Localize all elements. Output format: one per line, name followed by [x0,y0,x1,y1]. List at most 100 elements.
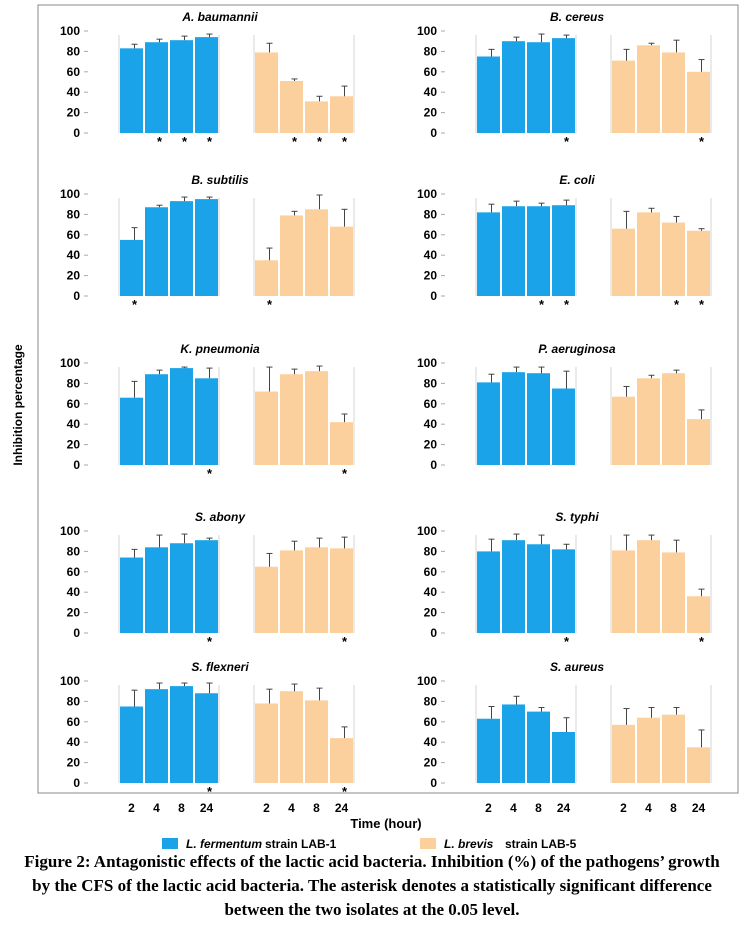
y-tick-label: 100 [417,524,437,538]
bar [195,378,218,465]
panel-title: S. aureus [550,660,604,674]
panel-title: A. baumannii [181,10,258,24]
y-tick-label: 80 [67,376,81,390]
significance-asterisk: * [267,297,273,312]
bar [477,718,500,783]
bar [120,706,143,783]
bar [195,540,218,633]
bar [120,48,143,134]
bar [120,239,143,296]
significance-asterisk: * [207,134,213,149]
bar [170,686,193,783]
bar [255,566,278,633]
x-tick-label: 4 [153,801,160,815]
panel: B. cereus 0 20 40 60 80 100 * * [417,10,712,149]
x-tick-label: 4 [510,801,517,815]
y-tick-label: 0 [430,458,437,472]
y-tick-label: 40 [424,248,438,262]
bar [637,212,660,296]
panel-title: B. cereus [550,10,604,24]
bar [662,373,685,465]
bar [612,228,635,296]
y-tick-label: 80 [67,694,81,708]
bar [502,41,525,134]
x-tick-label: 8 [670,801,677,815]
bar [280,374,303,465]
panel: S. abony 0 20 40 60 80 100 * * [60,510,355,649]
significance-asterisk: * [539,297,545,312]
bar [502,206,525,296]
y-tick-label: 80 [424,376,438,390]
bar [552,388,575,465]
y-tick-label: 40 [67,248,81,262]
x-tick-label: 2 [263,801,270,815]
bar [305,700,328,783]
significance-asterisk: * [317,134,323,149]
bar [305,101,328,133]
significance-asterisk: * [699,634,705,649]
y-tick-label: 60 [67,65,81,79]
bar [477,56,500,133]
bar [195,693,218,783]
y-tick-label: 0 [73,126,80,140]
significance-asterisk: * [207,466,213,481]
significance-asterisk: * [132,297,138,312]
bar [552,549,575,633]
bar [145,689,168,783]
bar [502,704,525,783]
significance-asterisk: * [342,784,348,799]
x-tick-label: 2 [128,801,135,815]
y-tick-label: 60 [67,715,81,729]
panel-title: S. typhi [555,510,599,524]
legend-swatch-lab5 [420,838,436,849]
bar [255,391,278,465]
significance-asterisk: * [342,634,348,649]
y-tick-label: 20 [67,756,81,770]
significance-asterisk: * [207,634,213,649]
panel-title: P. aeruginosa [538,342,615,356]
bar [255,52,278,133]
y-tick-label: 60 [424,715,438,729]
significance-asterisk: * [564,134,570,149]
bar [662,222,685,296]
legend-species-lab1: L. fermentum [186,837,262,850]
y-tick-label: 60 [424,397,438,411]
significance-asterisk: * [157,134,163,149]
legend-strain-lab1: strain LAB-1 [265,837,337,850]
x-axis-label: Time (hour) [350,816,421,831]
y-tick-label: 60 [67,565,81,579]
y-tick-label: 80 [67,544,81,558]
bar [255,703,278,783]
bar [145,374,168,465]
bar [280,215,303,296]
panel: E. coli 0 20 40 60 80 100 * * * * [417,173,712,312]
bar [195,37,218,134]
y-tick-label: 20 [67,438,81,452]
panel: A. baumannii 0 20 40 60 80 100 * * * * * * [60,10,355,149]
panel-title: K. pneumonia [180,342,260,356]
x-tick-label: 8 [313,801,320,815]
bar [145,42,168,133]
x-tick-label: 24 [335,801,349,815]
y-tick-label: 80 [424,44,438,58]
bar [637,45,660,133]
y-tick-label: 40 [424,85,438,99]
bar [255,260,278,296]
y-tick-label: 40 [67,417,81,431]
significance-asterisk: * [564,297,570,312]
legend: L. fermentum strain LAB-1 L. brevis stra… [162,837,577,850]
significance-asterisk: * [699,134,705,149]
panel: P. aeruginosa 0 20 40 60 80 100 [417,342,712,472]
y-tick-label: 0 [430,289,437,303]
x-tick-label: 4 [645,801,652,815]
bar [552,732,575,783]
panel: B. subtilis 0 20 40 60 80 100 * * [60,173,355,312]
y-tick-label: 20 [424,269,438,283]
bar [330,422,353,465]
bar [637,717,660,783]
bar [305,209,328,296]
y-tick-label: 100 [417,674,437,688]
